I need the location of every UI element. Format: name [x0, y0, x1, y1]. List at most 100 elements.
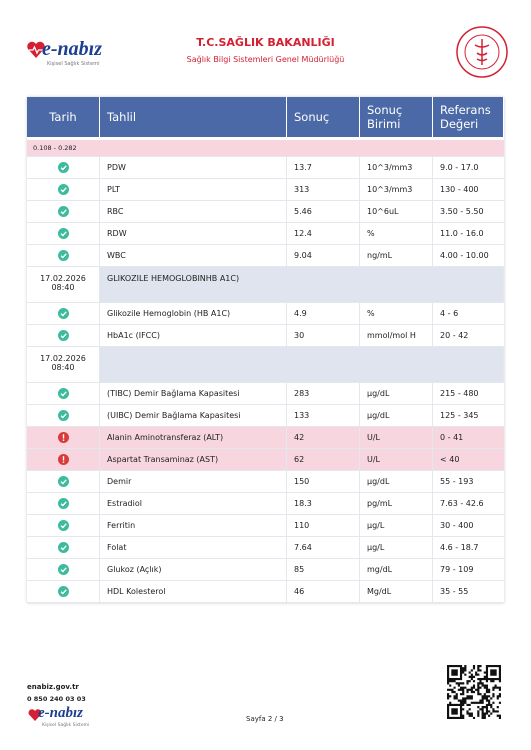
- footer-logo-heart: [28, 709, 42, 721]
- status-cell: [27, 157, 100, 178]
- result-row: HDL Kolesterol 46 Mg/dL 35 - 55: [27, 581, 504, 603]
- header-row: Tarih Tahlil Sonuç Sonuç Birimi Referans Değ…: [27, 97, 504, 140]
- status-cell: [27, 493, 100, 514]
- date: 17.02.2026: [40, 354, 86, 363]
- status-cell: [27, 471, 100, 492]
- test: HDL Kolesterol: [100, 581, 287, 602]
- status-cell: [27, 559, 100, 580]
- reference: 4.00 - 10.00: [440, 251, 489, 260]
- test: Alanin Aminotransferaz (ALT): [100, 427, 287, 448]
- date: 17.02.2026: [40, 274, 86, 283]
- test: (UIBC) Demir Bağlama Kapasitesi: [100, 405, 287, 426]
- group-cell: GLIKOZILE HEMOGLOBINHB A1C): [100, 267, 504, 302]
- result-row: Folat 7.64 µg/L 4.6 - 18.7: [27, 537, 504, 559]
- unit: U/L: [360, 427, 433, 448]
- footer-logo-tagline: Kişisel Sağlık Sistemi: [42, 723, 90, 728]
- result-row: (TIBC) Demir Bağlama Kapasitesi 283 µg/dL 2…: [27, 383, 504, 405]
- ministry-seal: [456, 26, 508, 78]
- reference: 3.50 - 5.50: [440, 207, 484, 216]
- check-icon: [57, 520, 69, 531]
- status-cell: [27, 201, 100, 222]
- test: Ferritin: [100, 515, 287, 536]
- result: 9.04: [287, 245, 360, 266]
- test: Estradiol: [100, 493, 287, 514]
- test: WBC: [100, 245, 287, 266]
- reference: 215 - 480: [440, 389, 479, 398]
- status-cell: [27, 427, 100, 448]
- check-icon: [57, 498, 69, 509]
- reference: 79 - 109: [440, 565, 474, 574]
- unit: µg/L: [360, 537, 433, 558]
- title: T.C.SAĞLIK BAKANLIĞI: [196, 36, 335, 49]
- date-time: 17.02.2026 08:40: [40, 274, 86, 292]
- result-row: HbA1c (IFCC) 30 mmol/mol H 20 - 42: [27, 325, 504, 347]
- unit: µg/dL: [360, 405, 433, 426]
- status-cell: [27, 223, 100, 244]
- time: 08:40: [51, 283, 75, 292]
- check-icon: [57, 388, 69, 399]
- check-icon: [57, 564, 69, 575]
- check-icon: [57, 330, 69, 341]
- result-row: Ferritin 110 µg/L 30 - 400: [27, 515, 504, 537]
- footer-logo: e-nabız: [38, 705, 83, 721]
- result-row: PDW 13.7 10^3/mm3 9.0 - 17.0: [27, 157, 504, 179]
- reference: 4 - 6: [440, 309, 459, 318]
- reference: 55 - 193: [440, 477, 474, 486]
- unit: ng/mL: [360, 245, 433, 266]
- status-cell: [27, 581, 100, 602]
- result: 42: [287, 427, 360, 448]
- status-cell: [27, 405, 100, 426]
- subtitle: Sağlık Bilgi Sistemleri Genel Müdürlüğü: [186, 55, 345, 64]
- group-name: GLIKOZILE HEMOGLOBINHB A1C): [107, 274, 240, 283]
- column-header: Sonuç Birimi: [360, 97, 433, 137]
- result: 46: [287, 581, 360, 602]
- alert-icon: [57, 454, 69, 465]
- result-row: (UIBC) Demir Bağlama Kapasitesi 133 µg/dL 1…: [27, 405, 504, 427]
- result: 62: [287, 449, 360, 470]
- reference: 35 - 55: [440, 587, 469, 596]
- status-cell: [27, 515, 100, 536]
- phone: 0 850 240 03 03: [27, 695, 86, 703]
- range-row: 0.108 - 0.282: [27, 140, 504, 157]
- unit: pg/mL: [360, 493, 433, 514]
- website: enabiz.gov.tr: [27, 683, 79, 691]
- result-row: WBC 9.04 ng/mL 4.00 - 10.00: [27, 245, 504, 267]
- alert-icon: [57, 432, 69, 443]
- test: RDW: [100, 223, 287, 244]
- page-number: Sayfa 2 / 3: [246, 715, 284, 723]
- unit: 10^3/mm3: [360, 157, 433, 178]
- check-icon: [57, 184, 69, 195]
- unit: U/L: [360, 449, 433, 470]
- unit: µg/L: [360, 515, 433, 536]
- test: PLT: [100, 179, 287, 200]
- group-row: 17.02.2026 08:40: [27, 347, 504, 383]
- test: RBC: [100, 201, 287, 222]
- status-cell: [27, 537, 100, 558]
- result: 13.7: [287, 157, 360, 178]
- unit: 10^6uL: [360, 201, 433, 222]
- logo-heart: [27, 41, 45, 58]
- check-icon: [57, 542, 69, 553]
- result: 110: [287, 515, 360, 536]
- reference: 11.0 - 16.0: [440, 229, 484, 238]
- group-cell: [100, 347, 504, 382]
- reference: 125 - 345: [440, 411, 479, 420]
- group-row: 17.02.2026 08:40 GLIKOZILE HEMOGLOBINHB A1…: [27, 267, 504, 303]
- unit: mmol/mol H: [360, 325, 433, 346]
- status-cell: [27, 383, 100, 404]
- reference: 20 - 42: [440, 331, 469, 340]
- status-cell: [27, 245, 100, 266]
- unit: Mg/dL: [360, 581, 433, 602]
- check-icon: [57, 476, 69, 487]
- unit: µg/dL: [360, 383, 433, 404]
- check-icon: [57, 206, 69, 217]
- result-row: Glukoz (Açlık) 85 mg/dL 79 - 109: [27, 559, 504, 581]
- result: 12.4: [287, 223, 360, 244]
- status-cell: [27, 179, 100, 200]
- reference: < 40: [440, 455, 460, 464]
- result: 5.46: [287, 201, 360, 222]
- qr-code: [447, 665, 501, 719]
- result: 150: [287, 471, 360, 492]
- check-icon: [57, 228, 69, 239]
- check-icon: [57, 586, 69, 597]
